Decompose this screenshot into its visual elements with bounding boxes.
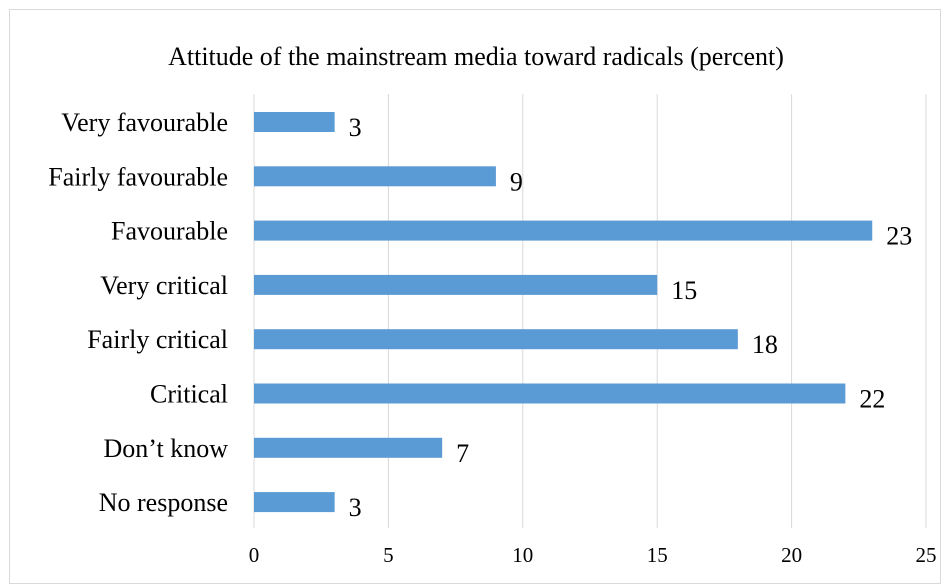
x-tick-label: 15 bbox=[647, 543, 668, 567]
x-tick-label: 10 bbox=[512, 543, 533, 567]
category-label: Critical bbox=[150, 380, 228, 409]
x-tick-label: 25 bbox=[916, 543, 937, 567]
chart-frame: Attitude of the mainstream media toward … bbox=[9, 9, 941, 584]
category-label: Very favourable bbox=[61, 108, 228, 137]
data-label: 23 bbox=[886, 222, 912, 251]
bar bbox=[254, 383, 846, 404]
category-label: Favourable bbox=[111, 217, 228, 246]
category-label: Fairly favourable bbox=[48, 162, 228, 191]
data-label: 3 bbox=[349, 113, 362, 142]
data-label: 9 bbox=[510, 167, 523, 196]
category-label: Don’t know bbox=[104, 434, 229, 463]
data-label: 15 bbox=[671, 276, 697, 305]
category-label: Very critical bbox=[100, 271, 228, 300]
bar bbox=[254, 274, 658, 295]
bar bbox=[254, 112, 335, 132]
data-label: 18 bbox=[752, 330, 778, 359]
data-label: 22 bbox=[859, 385, 885, 414]
x-tick-label: 5 bbox=[383, 543, 394, 567]
bar bbox=[254, 166, 496, 187]
x-tick-label: 20 bbox=[781, 543, 802, 567]
bar bbox=[254, 220, 873, 241]
chart-title: Attitude of the mainstream media toward … bbox=[168, 42, 784, 71]
bar bbox=[254, 492, 335, 513]
category-label: Fairly critical bbox=[87, 325, 228, 354]
data-label: 3 bbox=[349, 493, 362, 522]
x-tick-label: 0 bbox=[249, 543, 260, 567]
category-label: No response bbox=[99, 488, 228, 517]
data-label: 7 bbox=[456, 439, 469, 468]
bar bbox=[254, 329, 738, 350]
bar bbox=[254, 437, 443, 458]
